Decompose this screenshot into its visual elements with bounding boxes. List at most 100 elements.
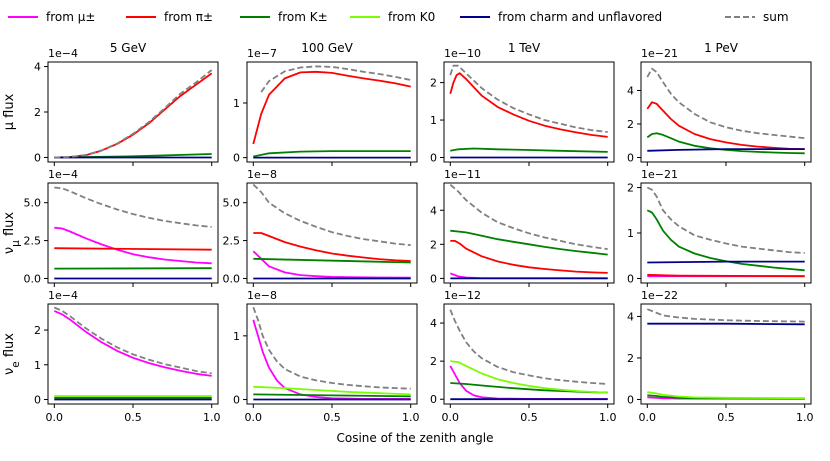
series-line	[53, 306, 212, 375]
y-tick-label: 0	[233, 152, 240, 165]
series-line	[449, 64, 608, 133]
y-tick-label: 4	[430, 317, 437, 330]
x-tick-label: 0.0	[245, 411, 263, 424]
legend-label: from charm and unflavored	[498, 10, 662, 24]
axis-offset-label: 1e−8	[247, 168, 277, 181]
y-tick-label: 0	[430, 393, 437, 406]
series-line	[646, 186, 805, 254]
series-line	[449, 184, 608, 250]
series-line	[54, 247, 212, 251]
y-tick-label: 2	[430, 238, 437, 251]
series-line	[252, 183, 411, 246]
y-tick-label: 0	[430, 152, 437, 165]
series-line	[449, 272, 608, 280]
x-tick-label: 0.5	[717, 411, 735, 424]
y-tick-label: 1	[627, 227, 634, 240]
subplot-title: 100 GeV	[301, 41, 353, 55]
y-axis-label: νe flux	[2, 333, 22, 375]
subplot: 0 2 4 0.0 0.5 1.0 1e−12	[430, 289, 616, 424]
subplot: 0 1 2 1e−10 1 TeV	[430, 41, 615, 166]
axis-offset-label: 1e−22	[641, 289, 678, 302]
x-tick-label: 0.5	[520, 411, 538, 424]
subplot: 0 1 0.0 0.5 1.0 1e−8	[233, 289, 419, 424]
axis-offset-label: 1e−8	[247, 289, 277, 302]
legend-label: sum	[763, 10, 789, 24]
y-tick-label: 2	[34, 106, 41, 119]
x-tick-label: 1.0	[599, 411, 617, 424]
x-tick-label: 0.0	[46, 411, 64, 424]
axes-frame	[640, 61, 812, 163]
subplot-title: 5 GeV	[110, 41, 147, 55]
y-tick-label: 1	[233, 330, 240, 343]
axis-offset-label: 1e−4	[48, 289, 78, 302]
series-line	[449, 72, 608, 138]
x-tick-label: 0.5	[323, 411, 341, 424]
y-tick-label: 0	[627, 151, 634, 164]
series-line	[54, 226, 212, 265]
subplot-title: 1 TeV	[508, 41, 541, 55]
subplot: 0.0 2.5 5.0 1e−4 νμ flux	[2, 168, 219, 287]
series-line	[252, 250, 411, 279]
axis-offset-label: 1e−10	[444, 47, 481, 60]
series-line	[647, 260, 805, 264]
series-line	[646, 308, 805, 323]
series-line	[253, 393, 411, 398]
subplot: 0 2 4 1e−21 1 PeV	[627, 41, 812, 166]
x-axis-label: Cosine of the zenith angle	[336, 431, 493, 445]
x-tick-label: 0.0	[639, 411, 657, 424]
series-line	[253, 257, 411, 264]
axis-offset-label: 1e−21	[641, 47, 678, 60]
series-line	[450, 239, 608, 274]
subplot-title: 1 PeV	[704, 41, 739, 55]
series-line	[647, 322, 805, 326]
y-tick-label: 0	[34, 151, 41, 164]
axis-offset-label: 1e−7	[247, 47, 277, 60]
series-line	[53, 310, 212, 377]
legend-label: from K0	[388, 10, 435, 24]
series-line	[647, 391, 805, 400]
subplot: 0 1 2 1e−21	[627, 168, 812, 287]
axes-frame	[47, 61, 219, 163]
x-tick-label: 1.0	[203, 411, 221, 424]
axis-offset-label: 1e−21	[641, 168, 678, 181]
legend-entry: from π±	[126, 10, 213, 24]
axis-offset-label: 1e−4	[48, 168, 78, 181]
y-tick-label: 0	[627, 272, 634, 285]
y-tick-label: 2	[430, 77, 437, 90]
y-tick-label: 0.0	[223, 272, 241, 285]
series-line	[253, 150, 411, 158]
y-tick-label: 1	[233, 97, 240, 110]
series-line	[450, 147, 608, 153]
y-tick-label: 0	[233, 394, 240, 407]
x-tick-label: 0.0	[442, 411, 460, 424]
subplot: 0 1 2 0.0 0.5 1.0 1e−4 νe flux	[2, 289, 220, 424]
y-tick-label: 4	[430, 204, 437, 217]
y-tick-label: 2	[627, 118, 634, 131]
legend-label: from μ±	[46, 10, 95, 24]
y-axis-label: μ flux	[2, 93, 17, 130]
legend-label: from K±	[278, 10, 328, 24]
subplot: 0.0 2.5 5.0 1e−8	[223, 168, 418, 287]
y-tick-label: 4	[627, 84, 634, 97]
series-line	[450, 360, 608, 394]
panel-grid: 0 2 4 1e−4 5 GeV μ flux 0 1 1e−7 100 GeV 0 1 2 1e−10 1…	[2, 41, 813, 424]
subplot: 0 2 4 1e−4 5 GeV μ flux	[2, 41, 219, 166]
series-line	[646, 101, 805, 150]
legend: from μ± from π± from K± from K0 from charm a…	[8, 10, 789, 24]
series-line	[54, 186, 212, 228]
y-tick-label: 2	[34, 324, 41, 337]
series-line	[252, 306, 411, 390]
y-tick-label: 2	[627, 352, 634, 365]
y-tick-label: 0.0	[24, 272, 42, 285]
legend-entry: sum	[725, 10, 789, 24]
y-tick-label: 1	[34, 359, 41, 372]
axis-offset-label: 1e−12	[444, 289, 481, 302]
series-line	[253, 385, 411, 396]
series-line	[647, 273, 805, 278]
x-tick-label: 1.0	[796, 411, 814, 424]
y-tick-label: 4	[627, 310, 634, 323]
series-line	[647, 148, 805, 152]
y-tick-label: 2	[627, 182, 634, 195]
axis-offset-label: 1e−11	[444, 168, 481, 181]
series-line	[54, 72, 213, 159]
